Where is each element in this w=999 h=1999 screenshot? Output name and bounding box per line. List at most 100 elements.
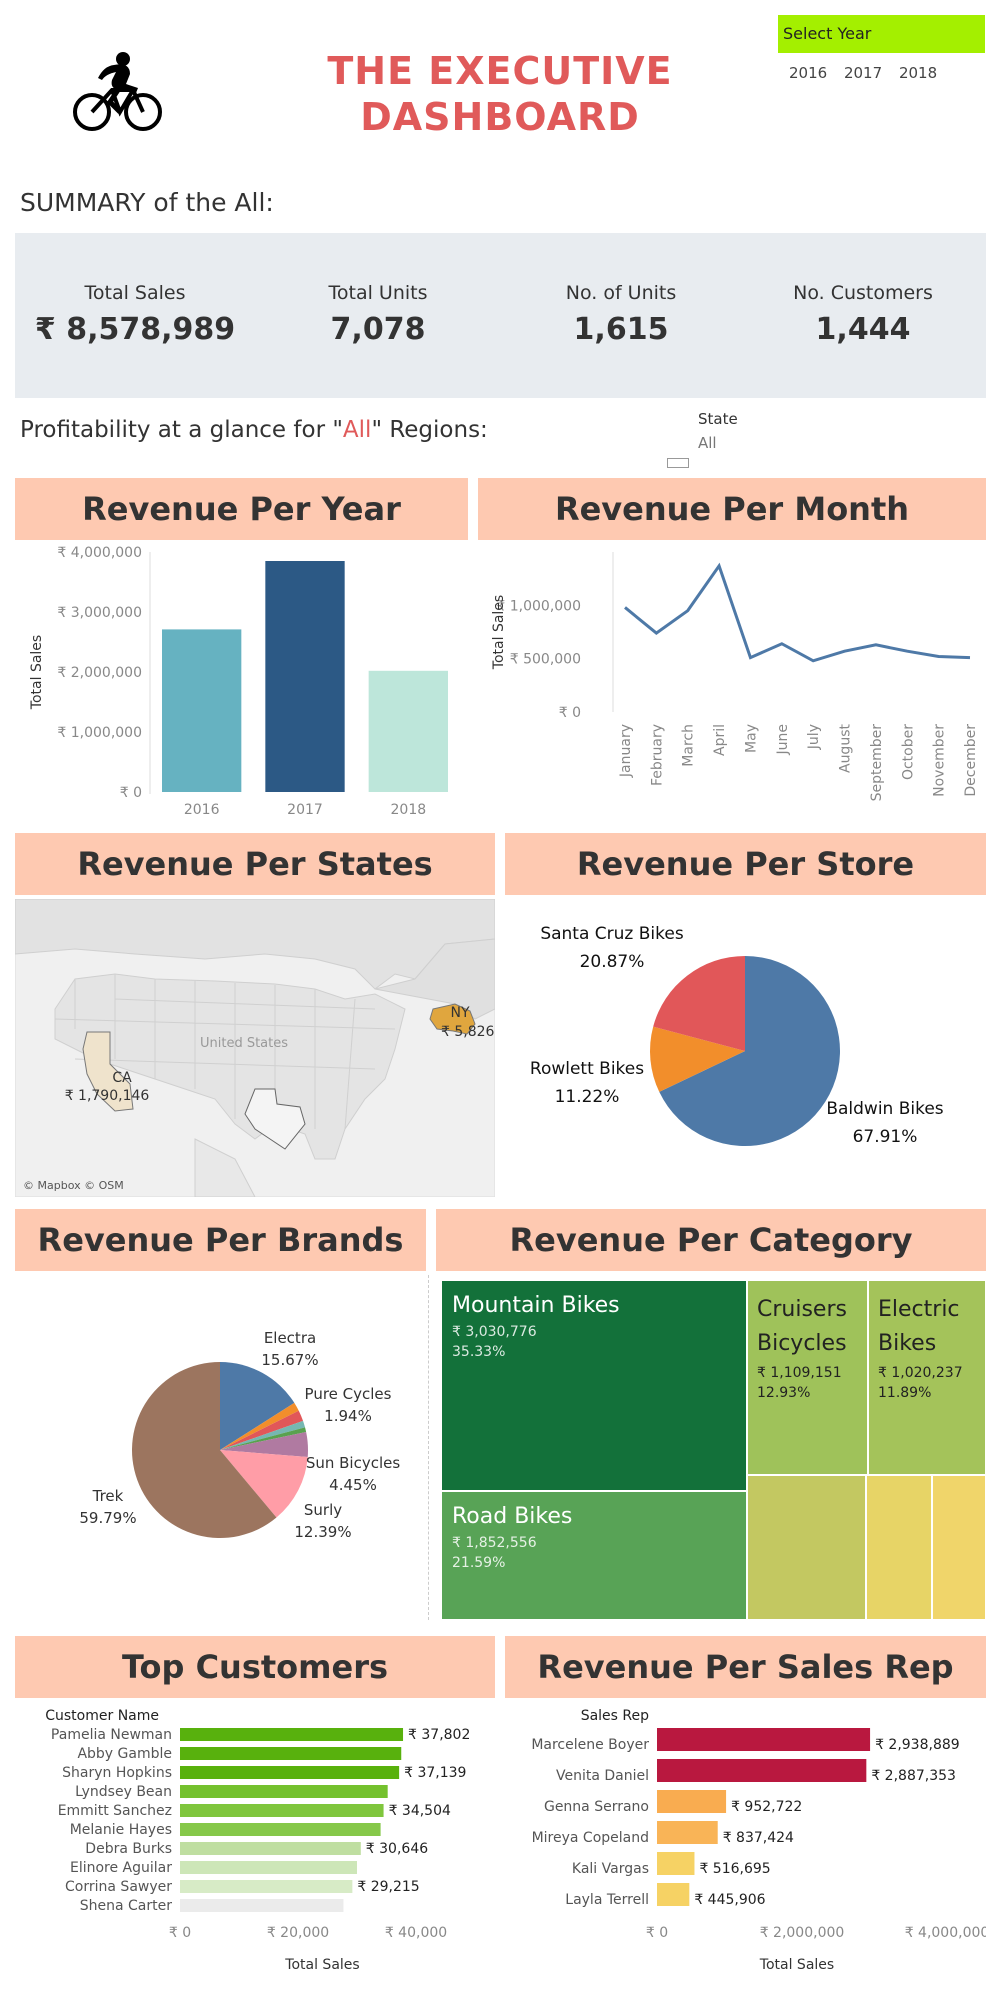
year-option-2017[interactable]: 2017 <box>843 64 883 82</box>
treemap-cell-other-1[interactable] <box>747 1475 866 1620</box>
kpi-label: Total Sales <box>84 282 186 304</box>
customer-x-tick: ₹ 20,000 <box>267 1925 329 1941</box>
year-bar[interactable] <box>265 561 345 792</box>
store-slice[interactable] <box>650 1026 745 1092</box>
customer-bar[interactable] <box>180 1861 357 1874</box>
year-y-tick: ₹ 1,000,000 <box>57 725 142 741</box>
state-dropdown-icon[interactable] <box>667 458 689 468</box>
sales-rep-bar[interactable] <box>657 1821 718 1844</box>
year-bar[interactable] <box>368 670 448 792</box>
section-revenue-per-category: Revenue Per Category <box>436 1209 986 1271</box>
dashboard-title: THE EXECUTIVE DASHBOARD <box>300 48 700 140</box>
state-filter[interactable]: State All <box>698 410 738 452</box>
customer-row-label: Sharyn Hopkins <box>62 1765 172 1781</box>
map-attribution[interactable]: © Mapbox © OSM <box>23 1179 124 1192</box>
month-x-tick: August <box>838 723 854 773</box>
month-x-tick: May <box>743 724 759 753</box>
treemap-cell-value: ₹ 1,020,237 <box>878 1365 963 1381</box>
sales-rep-bar-value: ₹ 2,887,353 <box>871 1768 956 1784</box>
map-state-ny-code: NY <box>450 1005 469 1021</box>
brands-slice[interactable] <box>220 1420 306 1450</box>
month-series-line[interactable] <box>624 562 971 663</box>
treemap-cell-mountain-bikes[interactable]: Mountain Bikes ₹ 3,030,776 35.33% <box>441 1280 747 1491</box>
sales-rep-bar[interactable] <box>657 1728 871 1751</box>
year-option-2016[interactable]: 2016 <box>789 64 828 82</box>
customer-bar[interactable] <box>180 1842 361 1855</box>
brands-slice-name: Surly <box>304 1501 342 1519</box>
month-x-tick: December <box>963 724 979 797</box>
sales-rep-bar[interactable] <box>657 1852 695 1875</box>
store-slice[interactable] <box>653 956 745 1051</box>
sales-rep-row-label: Genna Serrano <box>544 1799 649 1815</box>
treemap-cell-pct: 12.93% <box>757 1385 811 1401</box>
treemap-cell-road-bikes[interactable]: Road Bikes ₹ 1,852,556 21.59% <box>441 1491 747 1620</box>
brands-slice-name: Pure Cycles <box>305 1385 392 1403</box>
revenue-per-store-pie: Baldwin Bikes 67.91% Rowlett Bikes 11.22% Sa… <box>530 924 944 1147</box>
year-y-tick: ₹ 2,000,000 <box>57 665 142 681</box>
treemap-cell-electric-bikes[interactable]: Electric Bikes ₹ 1,020,237 11.89% <box>868 1280 986 1475</box>
brands-slice[interactable] <box>132 1362 277 1538</box>
sales-rep-bar[interactable] <box>657 1759 867 1782</box>
year-bar[interactable] <box>162 629 242 792</box>
section-revenue-per-store: Revenue Per Store <box>505 833 986 895</box>
customer-bar[interactable] <box>180 1747 402 1760</box>
treemap-cell-value: ₹ 1,109,151 <box>757 1365 842 1381</box>
customer-bar[interactable] <box>180 1823 381 1836</box>
customer-bar[interactable] <box>180 1804 384 1817</box>
treemap-cell-value: ₹ 1,852,556 <box>452 1535 537 1551</box>
year-y-axis-label: Total Sales <box>29 635 45 710</box>
customer-bar[interactable] <box>180 1766 400 1779</box>
sales-rep-x-tick: ₹ 2,000,000 <box>760 1925 845 1941</box>
month-y-tick: ₹ 500,000 <box>510 652 581 668</box>
treemap-cell-pct: 35.33% <box>452 1344 506 1360</box>
map-state-ca-value: ₹ 1,790,146 <box>65 1088 150 1104</box>
brands-slice[interactable] <box>220 1450 308 1518</box>
customer-bar[interactable] <box>180 1728 404 1741</box>
store-slice[interactable] <box>659 956 840 1146</box>
year-y-tick: ₹ 4,000,000 <box>57 545 142 561</box>
brands-slice[interactable] <box>220 1431 308 1457</box>
brands-slice[interactable] <box>220 1402 299 1450</box>
treemap-cell-other-3[interactable] <box>932 1475 986 1620</box>
title-line-2: DASHBOARD <box>360 95 640 139</box>
customer-header: Customer Name <box>45 1708 159 1724</box>
treemap-cell-pct: 21.59% <box>452 1555 506 1571</box>
sales-rep-bar[interactable] <box>657 1883 690 1906</box>
store-slice-pct: 11.22% <box>555 1087 620 1107</box>
sales-rep-row-label: Mireya Copeland <box>532 1830 649 1846</box>
sales-rep-row-label: Venita Daniel <box>556 1768 649 1784</box>
brands-slice-pct: 59.79% <box>79 1509 136 1527</box>
customer-row-label: Lyndsey Bean <box>75 1784 172 1800</box>
brands-slice-name: Trek <box>92 1487 124 1505</box>
customer-bar[interactable] <box>180 1899 344 1912</box>
brands-slice[interactable] <box>220 1362 295 1450</box>
kpi-label: No. Customers <box>793 282 933 304</box>
year-option-2018[interactable]: 2018 <box>898 64 938 82</box>
customer-bar-value: ₹ 29,215 <box>357 1879 419 1895</box>
treemap-cell-other-2[interactable] <box>866 1475 932 1620</box>
brands-slice[interactable] <box>220 1427 307 1450</box>
section-top-customers: Top Customers <box>15 1636 495 1698</box>
section-revenue-per-states: Revenue Per States <box>15 833 495 895</box>
sales-rep-row-label: Kali Vargas <box>572 1861 649 1877</box>
summary-band <box>15 233 986 398</box>
section-revenue-per-month: Revenue Per Month <box>478 478 986 540</box>
customer-row-label: Elinore Aguilar <box>70 1860 172 1876</box>
customer-bar[interactable] <box>180 1785 388 1798</box>
brands-slice-pct: 15.67% <box>261 1351 318 1369</box>
treemap-cell-cruisers-bicycles[interactable]: Cruisers Bicycles ₹ 1,109,151 12.93% <box>747 1280 868 1475</box>
sales-rep-bar[interactable] <box>657 1790 727 1813</box>
kpi-label: No. of Units <box>565 282 677 304</box>
customer-bar[interactable] <box>180 1880 353 1893</box>
revenue-per-states-map[interactable]: United States CA ₹ 1,790,146 NY ₹ 5,826,… <box>15 899 495 1197</box>
kpi-value: 7,078 <box>330 312 426 347</box>
year-filter-header[interactable]: Select Year <box>778 15 985 53</box>
month-x-tick: November <box>932 724 948 797</box>
brands-slice[interactable] <box>220 1410 304 1450</box>
sales-rep-bar-value: ₹ 516,695 <box>699 1861 770 1877</box>
revenue-per-brands-pie: Electra 15.67% Pure Cycles 1.94% Sun Bicycle… <box>79 1329 400 1541</box>
state-filter-value[interactable]: All <box>698 434 717 452</box>
store-slice-name: Rowlett Bikes <box>530 1059 644 1079</box>
month-y-tick: ₹ 0 <box>559 705 581 721</box>
